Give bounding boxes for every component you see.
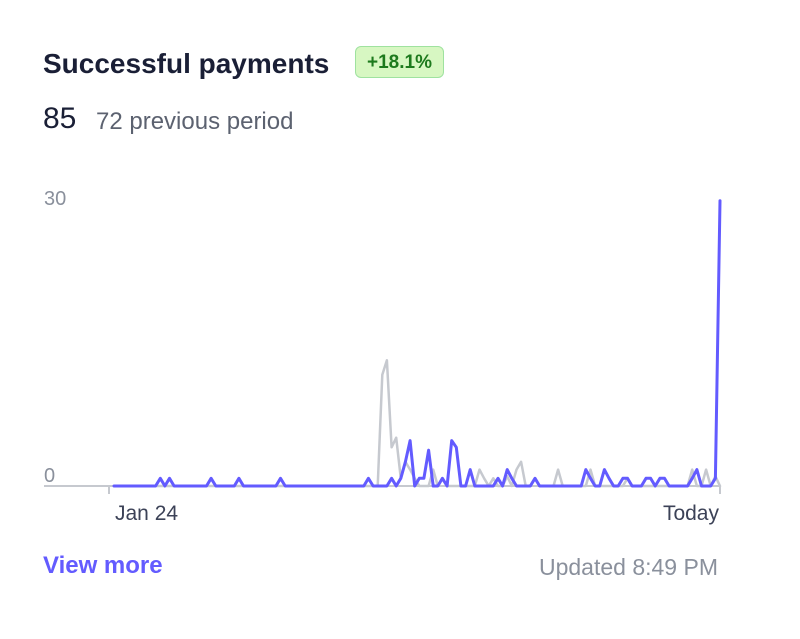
y-tick-label-bottom: 0	[44, 465, 55, 487]
change-badge: +18.1%	[355, 46, 444, 78]
previous-period-value: 72 previous period	[96, 108, 294, 135]
updated-timestamp: Updated 8:49 PM	[538, 554, 718, 580]
x-tick-label-end: Today	[663, 502, 720, 525]
current-value: 85	[43, 102, 77, 135]
y-tick-label-top: 30	[44, 188, 66, 210]
x-tick-label-start: Jan 24	[115, 502, 178, 525]
current-period-series-line	[112, 199, 722, 488]
view-more-link[interactable]: View more	[43, 552, 163, 579]
previous-period-series-line	[112, 359, 722, 488]
chart-title: Successful payments	[43, 48, 330, 79]
